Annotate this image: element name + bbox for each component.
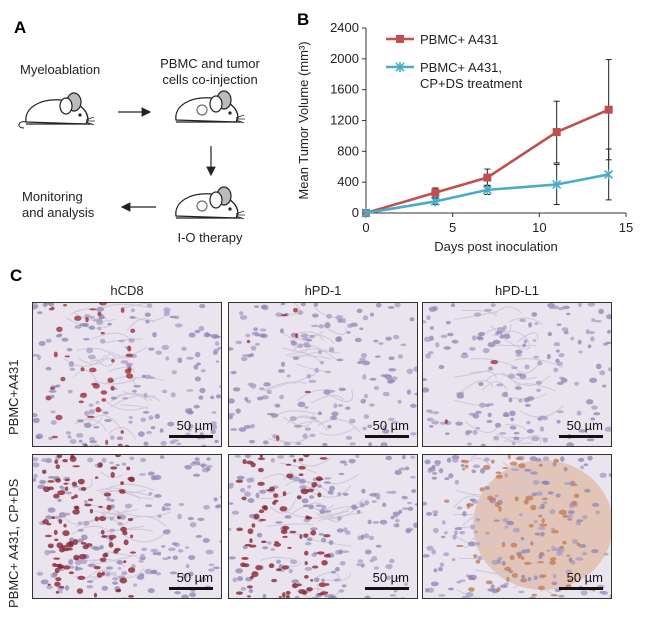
scale-bar [169,587,213,590]
tumor-volume-chart: 0 400 800 1200 1600 2000 2400 0 5 10 15 Days post i… [296,20,633,254]
legend-label: CP+DS treatment [420,76,523,91]
column-header-hpd1: hPD-1 [304,283,342,298]
data-point [483,173,492,182]
tissue-texture [229,455,417,598]
data-point [430,196,440,207]
data-point [431,188,440,197]
data-point [604,105,613,114]
legend-marker [395,62,405,72]
x-axis-label: Days post inoculation [434,239,558,254]
row-header-treated: PBMC+ A431, CP+DS [6,478,21,608]
step-io-therapy-label: I-O therapy [177,230,243,245]
scale-bar-label: 50 µm [176,570,213,585]
data-point [552,128,561,137]
legend-label: PBMC+ A431 [420,32,498,47]
scale-bar-label: 50 µm [372,570,409,585]
column-header-hpdl1: hPD-L1 [494,283,540,298]
scale-bar [365,435,409,438]
step-myeloablation-label: Myeloablation [20,62,101,77]
micrograph-hcd8-control: 50 µm [32,302,222,447]
micrograph-hpd1-control: 50 µm [228,302,418,447]
x-tick-label: 5 [449,220,456,235]
y-tick-label: 400 [337,174,359,189]
scale-bar-label: 50 µm [566,570,603,585]
tissue-texture [229,303,417,446]
workflow-diagram [18,90,245,220]
series-line [365,108,610,215]
micrograph-hpdl1-treated: 50 µm [422,454,612,599]
step-coinjection-label-line2: cells co-injection [162,72,258,87]
micrograph-hpd1-treated: 50 µm [228,454,418,599]
tissue-texture [33,303,221,446]
tissue-texture [33,455,221,598]
legend-marker [396,35,404,43]
step-monitoring-label-line1: Monitoring [22,189,83,204]
scale-bar-label: 50 µm [372,418,409,433]
legend: PBMC+ A431 PBMC+ A431,CP+DS treatment [386,32,523,91]
legend-label: PBMC+ A431, [420,60,502,75]
data-point [552,179,562,190]
y-tick-label: 0 [352,205,359,220]
y-tick-label: 2000 [330,51,359,66]
x-tick-label: 10 [532,220,546,235]
data-point [604,169,614,180]
scale-bar-label: 50 µm [566,418,603,433]
mouse-icon [175,186,245,220]
y-tick-label: 2400 [330,20,359,35]
row-header-control: PBMC+A431 [6,359,21,435]
scale-bar [365,587,409,590]
tissue-texture [423,455,611,598]
x-tick-label: 0 [362,220,369,235]
panel-b-letter: B [297,10,310,29]
y-tick-label: 1600 [330,82,359,97]
x-tick-label: 15 [619,220,633,235]
series-1 [361,148,614,218]
step-coinjection-label-line1: PBMC and tumor [160,56,260,71]
panel-a-letter: A [14,18,27,37]
step-monitoring-label-line2: and analysis [22,205,95,220]
scale-bar [559,435,603,438]
micrograph-hpdl1-control: 50 µm [422,302,612,447]
data-point [482,184,492,195]
mouse-icon [18,92,95,129]
micrograph-hcd8-treated: 50 µm [32,454,222,599]
mouse-icon [175,90,245,124]
data-point [361,208,371,218]
column-header-hcd8: hCD8 [110,283,144,298]
tissue-texture [423,303,611,446]
y-axis-label: Mean Tumor Volume (mm³) [296,41,311,199]
panel-c-letter: C [10,266,23,285]
y-tick-label: 800 [337,143,359,158]
y-tick-label: 1200 [330,113,359,128]
scale-bar-label: 50 µm [176,418,213,433]
scale-bar [559,587,603,590]
scale-bar [169,435,213,438]
